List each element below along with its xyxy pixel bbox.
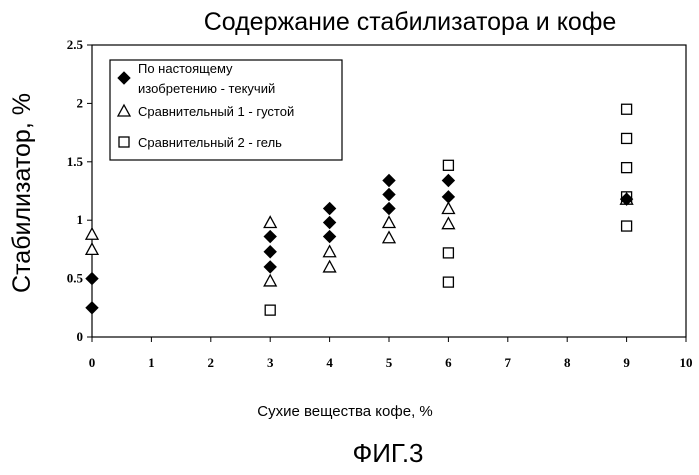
data-point-diamond-filled [264, 246, 276, 258]
data-point-diamond-filled [324, 203, 336, 215]
y-axis-label: Стабилизатор, % [8, 93, 36, 293]
x-tick-label: 8 [564, 355, 571, 370]
x-axis-label: Сухие вещества кофе, % [257, 403, 433, 420]
x-tick-label: 1 [148, 355, 155, 370]
x-tick-label: 5 [386, 355, 393, 370]
data-point-square-open [622, 104, 632, 114]
x-tick-label: 10 [680, 355, 693, 370]
data-point-diamond-filled [264, 231, 276, 243]
legend: По настоящему изобретению - текучий Сравни… [110, 60, 342, 160]
data-point-square-open [443, 160, 453, 170]
y-tick-label: 1.5 [67, 154, 84, 169]
legend-label: Сравнительный 2 - гель [138, 135, 282, 150]
figure-caption: ФИГ.3 [352, 438, 423, 468]
data-point-diamond-filled [86, 302, 98, 314]
y-tick-label: 0 [77, 329, 84, 344]
data-point-diamond-filled [383, 174, 395, 186]
x-tick-label: 2 [208, 355, 215, 370]
legend-label: изобретению - текучий [138, 81, 275, 96]
legend-label: Сравнительный 1 - густой [138, 104, 294, 119]
x-tick-label: 3 [267, 355, 274, 370]
legend-label: По настоящему [138, 61, 233, 76]
data-point-triangle-open [86, 243, 98, 254]
data-point-square-open [622, 133, 632, 143]
data-point-diamond-filled [383, 203, 395, 215]
data-point-triangle-open [442, 218, 454, 229]
x-tick-label: 9 [623, 355, 630, 370]
data-point-diamond-filled [442, 191, 454, 203]
data-point-square-open [443, 248, 453, 258]
data-point-diamond-filled [383, 189, 395, 201]
data-point-square-open [443, 277, 453, 287]
y-tick-label: 2 [77, 95, 84, 110]
data-point-triangle-open [324, 261, 336, 272]
data-point-diamond-filled [264, 261, 276, 273]
y-tick-label: 2.5 [67, 37, 84, 52]
x-tick-label: 4 [326, 355, 333, 370]
data-point-triangle-open [264, 275, 276, 286]
y-tick-label: 1 [77, 212, 84, 227]
data-point-square-open [622, 221, 632, 231]
chart-title: Содержание стабилизатора и кофе [204, 8, 617, 36]
y-tick-label: 0.5 [67, 271, 84, 286]
data-point-diamond-filled [324, 217, 336, 229]
data-point-triangle-open [442, 203, 454, 214]
data-point-diamond-filled [442, 174, 454, 186]
legend-marker-square-open [119, 137, 129, 147]
data-point-square-open [265, 305, 275, 315]
data-point-triangle-open [383, 217, 395, 228]
data-point-triangle-open [383, 232, 395, 243]
data-point-triangle-open [264, 217, 276, 228]
x-tick-label: 7 [505, 355, 512, 370]
data-point-diamond-filled [86, 273, 98, 285]
data-point-triangle-open [86, 228, 98, 239]
x-tick-label: 0 [89, 355, 96, 370]
data-point-triangle-open [324, 246, 336, 257]
x-tick-label: 6 [445, 355, 452, 370]
data-point-diamond-filled [324, 231, 336, 243]
data-point-square-open [622, 163, 632, 173]
